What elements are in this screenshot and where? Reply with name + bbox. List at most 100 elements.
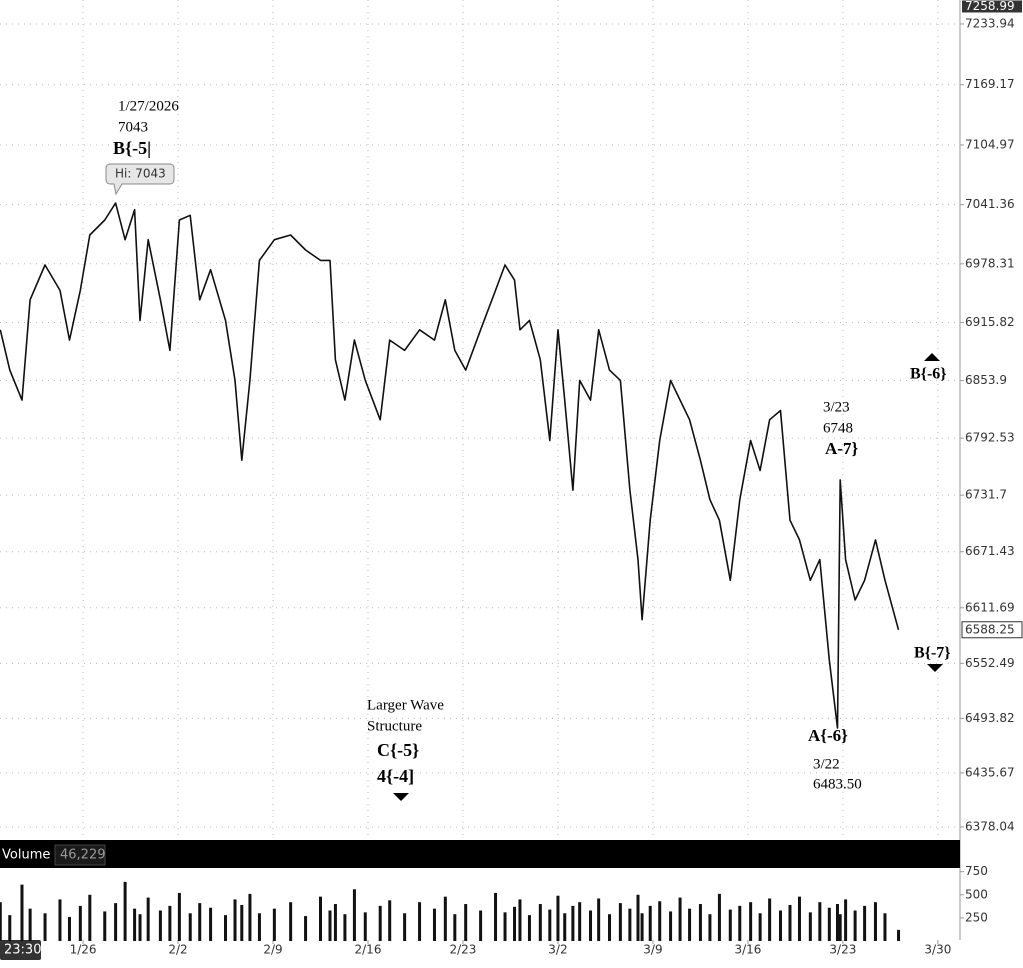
volume-bar	[827, 907, 831, 941]
volume-bar	[318, 896, 322, 941]
y-tick-label: 7233.94	[965, 16, 1015, 30]
volume-bar	[698, 904, 702, 941]
volume-bar	[304, 916, 308, 941]
price-tag	[961, 621, 1023, 639]
volume-bar	[527, 915, 531, 941]
volume-bar	[464, 904, 468, 941]
volume-bar	[758, 913, 762, 941]
volume-bar	[58, 899, 62, 941]
callout-text: Hi: 7043	[115, 167, 166, 181]
volume-bar	[669, 911, 673, 941]
volume-bar	[678, 897, 682, 941]
volume-bar	[556, 895, 560, 941]
volume-bar	[749, 902, 753, 941]
volume-bar	[114, 903, 118, 941]
volume-bar	[333, 904, 337, 941]
annotation: 6748	[823, 420, 853, 436]
volume-last: 46,229	[60, 848, 106, 863]
volume-bar	[628, 908, 632, 941]
y-tick-label: 7169.17	[965, 77, 1015, 91]
volume-header	[0, 840, 960, 868]
volume-bar	[146, 897, 150, 941]
volume-bar	[198, 903, 202, 941]
volume-bar	[0, 902, 2, 941]
volume-bar	[257, 913, 261, 941]
wave-label: 4{-4]	[377, 766, 414, 786]
volume-bar	[513, 906, 517, 941]
volume-bar	[20, 884, 24, 941]
volume-bar	[403, 913, 407, 941]
volume-bar	[640, 913, 644, 941]
volume-bar	[67, 916, 71, 941]
y-tick-label: 6493.82	[965, 711, 1015, 725]
volume-bar	[503, 912, 507, 941]
x-tick-label: 3/23	[829, 943, 856, 957]
volume-bar	[597, 898, 601, 941]
volume-bar	[708, 914, 712, 941]
y-tick-label: 6671.43	[965, 544, 1015, 558]
volume-bar	[778, 910, 782, 941]
volume-bar	[853, 910, 857, 941]
volume-bar	[589, 910, 593, 941]
time-label: 23:30	[4, 943, 41, 958]
volume-bar	[873, 902, 877, 941]
volume-bar	[883, 913, 887, 941]
volume-bar	[188, 913, 192, 941]
y-tick-label: 6792.53	[965, 431, 1015, 445]
volume-bar	[738, 905, 742, 941]
volume-bar	[28, 908, 32, 941]
volume-tick-label: 250	[965, 910, 988, 924]
volume-bar	[728, 909, 732, 941]
annotation: 3/23	[823, 399, 850, 415]
volume-tick-label: 500	[965, 887, 988, 901]
volume-bar	[363, 912, 367, 941]
x-tick-label: 3/30	[924, 943, 951, 957]
wave-label: A{-6}	[808, 726, 848, 745]
volume-bar	[8, 915, 12, 941]
volume-bar	[658, 901, 662, 941]
x-tick-label: 2/9	[263, 943, 282, 957]
volume-bar	[133, 908, 137, 941]
volume-bar	[343, 914, 347, 941]
volume-bar	[240, 904, 244, 941]
annotation: Larger Wave	[367, 697, 444, 713]
volume-bar	[788, 904, 792, 941]
annotation: 3/22	[813, 756, 840, 772]
y-tick-label: 7041.36	[965, 197, 1015, 211]
volume-bar	[518, 899, 522, 941]
annotation: 1/27/2026	[118, 98, 179, 114]
volume-bar	[808, 912, 812, 941]
volume-tick-label: 750	[965, 864, 988, 878]
volume-bar	[224, 915, 228, 941]
x-tick-label: 2/16	[355, 943, 382, 957]
volume-box	[54, 844, 106, 866]
wave-label: B{-5|	[113, 138, 151, 158]
volume-bar	[453, 914, 457, 941]
y-tick-label: 6915.82	[965, 315, 1015, 329]
y-tick-label: 6435.67	[965, 765, 1015, 779]
wave-label: B{-7}	[914, 645, 951, 662]
wave-label: C{-5}	[377, 740, 419, 760]
volume-bar	[797, 896, 801, 941]
y-tick-label: 6853.9	[965, 373, 1007, 387]
y-tick-label: 6731.7	[965, 488, 1007, 502]
volume-bar	[538, 904, 542, 941]
volume-bar	[78, 905, 82, 941]
volume-bar	[494, 892, 498, 941]
volume-bar	[818, 902, 822, 941]
marker	[924, 353, 940, 361]
annotation: Structure	[367, 718, 422, 734]
volume-bar	[717, 893, 721, 941]
volume-bar	[388, 900, 392, 941]
annotation: 7043	[118, 119, 148, 135]
x-tick-label: 2/23	[449, 943, 476, 957]
volume-bar	[123, 881, 127, 941]
wave-label: B{-6}	[910, 366, 947, 383]
x-tick-label: 3/2	[548, 943, 567, 957]
x-tick-label: 1/26	[70, 943, 97, 957]
volume-bar	[608, 914, 612, 941]
volume-bar	[233, 899, 237, 941]
volume-bar	[863, 905, 867, 941]
volume-label: Volume	[2, 848, 50, 863]
